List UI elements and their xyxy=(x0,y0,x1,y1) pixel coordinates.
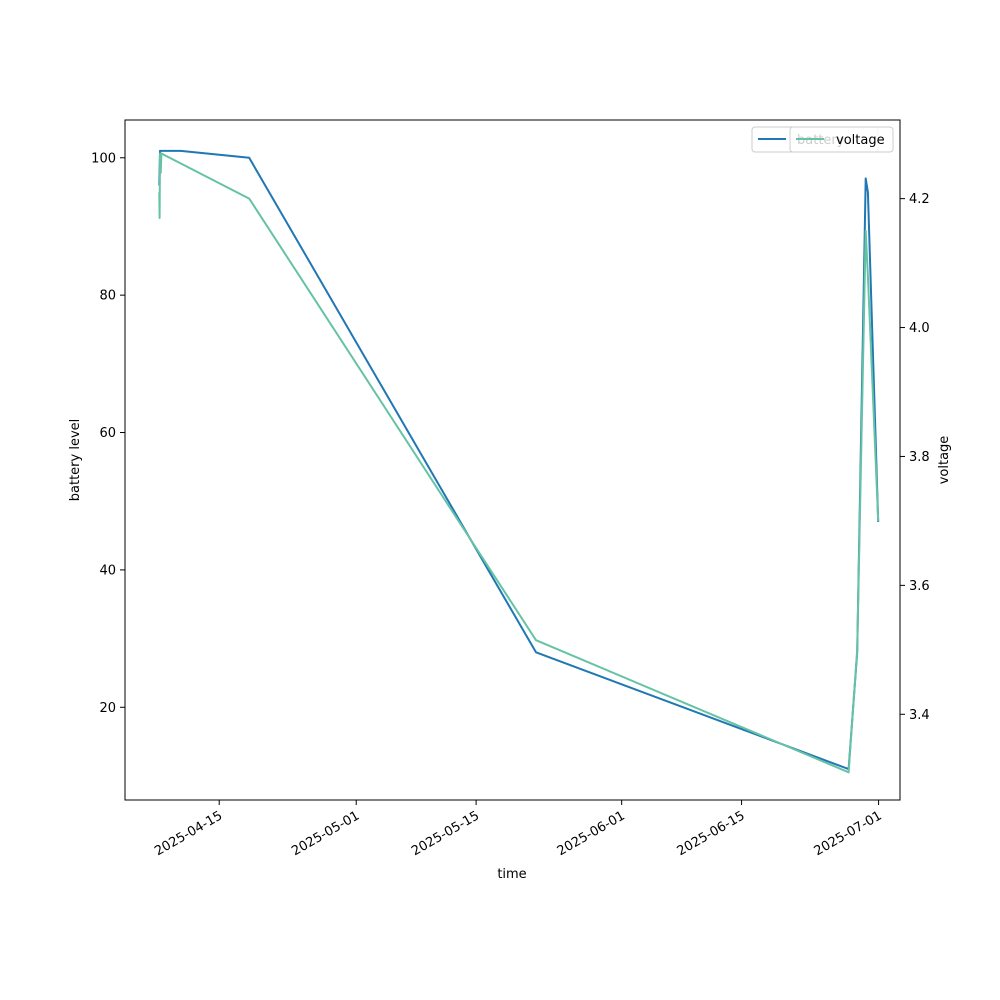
plot-frame xyxy=(124,119,901,801)
x-tick-label: 2025-06-01 xyxy=(555,808,628,859)
right-y-tick-label: 3.8 xyxy=(909,450,930,465)
left-y-tick-label: 60 xyxy=(99,426,116,441)
x-axis-title: time xyxy=(497,867,526,882)
x-tick-label: 2025-05-01 xyxy=(289,808,362,859)
left-y-tick-label: 100 xyxy=(91,151,116,166)
axes-layer: 2025-04-15 2025-05-01 2025-05-15 2025-06-01… xyxy=(91,119,930,859)
series-layer xyxy=(158,149,880,774)
x-tick-label: 2025-04-15 xyxy=(152,808,225,859)
left-y-tick-label: 20 xyxy=(99,701,116,716)
right-y-tick-label: 4.0 xyxy=(909,321,930,336)
x-tick-label: 2025-05-15 xyxy=(409,808,482,859)
left-y-axis-title: battery level xyxy=(68,419,83,502)
legend-voltage-frame xyxy=(789,126,894,153)
series-line-battery xyxy=(158,149,880,771)
right-y-axis-title: voltage xyxy=(937,436,952,485)
x-tick-label: 2025-06-15 xyxy=(675,808,748,859)
left-y-tick-label: 80 xyxy=(99,289,116,304)
legend-voltage-label: voltage xyxy=(836,133,885,148)
legend-voltage: voltage xyxy=(789,126,894,153)
right-y-tick-label: 4.2 xyxy=(909,192,930,207)
right-y-tick-label: 3.6 xyxy=(909,579,930,594)
x-tick-label: 2025-07-01 xyxy=(812,808,885,859)
left-y-tick-label: 40 xyxy=(99,563,116,578)
right-y-tick-label: 3.4 xyxy=(909,708,930,723)
series-line-voltage xyxy=(158,152,880,774)
